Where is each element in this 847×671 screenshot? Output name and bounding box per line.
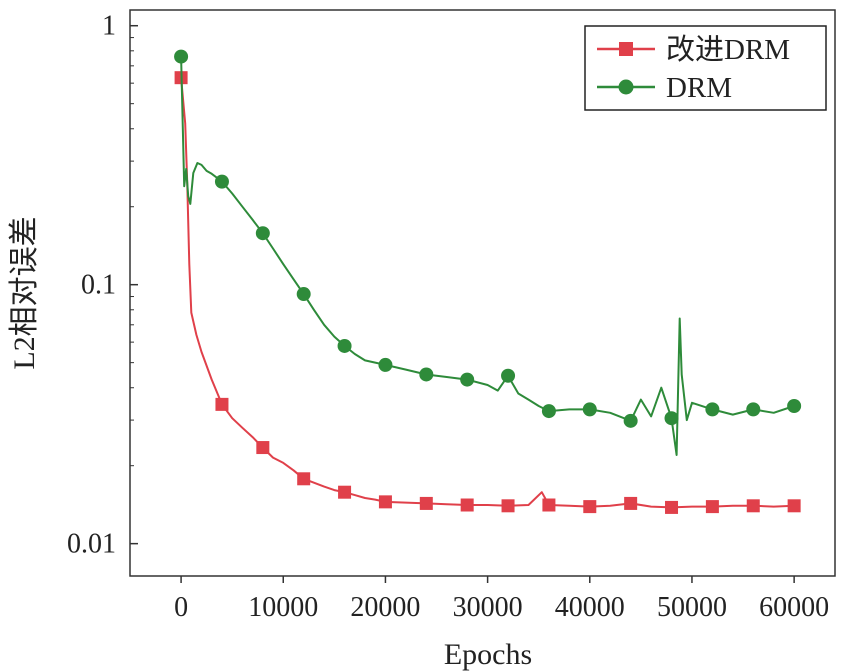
data-point <box>337 338 352 353</box>
data-point <box>501 499 515 513</box>
x-tick-label: 20000 <box>350 592 420 623</box>
data-point <box>296 287 311 302</box>
y-axis-title: L2相对误差 <box>8 216 41 369</box>
data-point <box>665 500 679 514</box>
y-tick-label: 0.1 <box>81 270 116 301</box>
y-tick-label: 1 <box>102 11 116 42</box>
legend-marker-drm <box>618 79 634 95</box>
series-improved-drm <box>174 71 801 514</box>
data-point <box>624 496 638 510</box>
data-point <box>501 368 516 383</box>
data-point <box>582 402 597 417</box>
data-point <box>746 499 760 513</box>
data-point <box>419 496 433 510</box>
series-layer <box>174 49 802 514</box>
data-point <box>787 399 802 414</box>
legend-label-improved-drm: 改进DRM <box>666 33 790 66</box>
series-line <box>180 77 795 509</box>
data-point <box>460 498 474 512</box>
series-line <box>180 56 795 456</box>
data-point <box>338 485 352 499</box>
data-point <box>623 413 638 428</box>
legend-box <box>584 25 827 111</box>
legend-label-drm: DRM <box>666 72 732 104</box>
data-point <box>256 441 270 455</box>
x-tick-label: 30000 <box>453 592 523 623</box>
data-point <box>664 411 679 426</box>
data-point <box>787 499 801 513</box>
x-axis-title: Epochs <box>444 638 532 671</box>
plot-area-frame <box>129 9 836 577</box>
data-point <box>419 367 434 382</box>
data-point <box>215 397 229 411</box>
data-point <box>174 49 189 64</box>
x-tick-label: 50000 <box>657 592 727 623</box>
y-tick-label: 0.01 <box>67 529 116 560</box>
data-point <box>255 226 270 241</box>
data-point <box>214 174 229 189</box>
data-point <box>542 498 556 512</box>
data-point <box>378 495 392 509</box>
data-point <box>705 402 720 417</box>
data-point <box>460 372 475 387</box>
data-point <box>746 402 761 417</box>
data-point <box>297 472 311 486</box>
x-tick-label: 0 <box>174 592 188 623</box>
legend-marker-improved-drm <box>619 42 633 56</box>
x-tick-label: 10000 <box>248 592 318 623</box>
data-point <box>378 357 393 372</box>
axes-ticks: 0 10000 20000 30000 40000 50000 60000 0.01 0.1 1 <box>67 11 829 623</box>
x-tick-label: 60000 <box>759 592 829 623</box>
legend: 改进DRM DRM <box>584 25 827 111</box>
data-point <box>541 404 556 419</box>
series-drm <box>174 49 802 456</box>
data-point <box>583 500 597 514</box>
data-point <box>705 500 719 514</box>
x-tick-label: 40000 <box>555 592 625 623</box>
